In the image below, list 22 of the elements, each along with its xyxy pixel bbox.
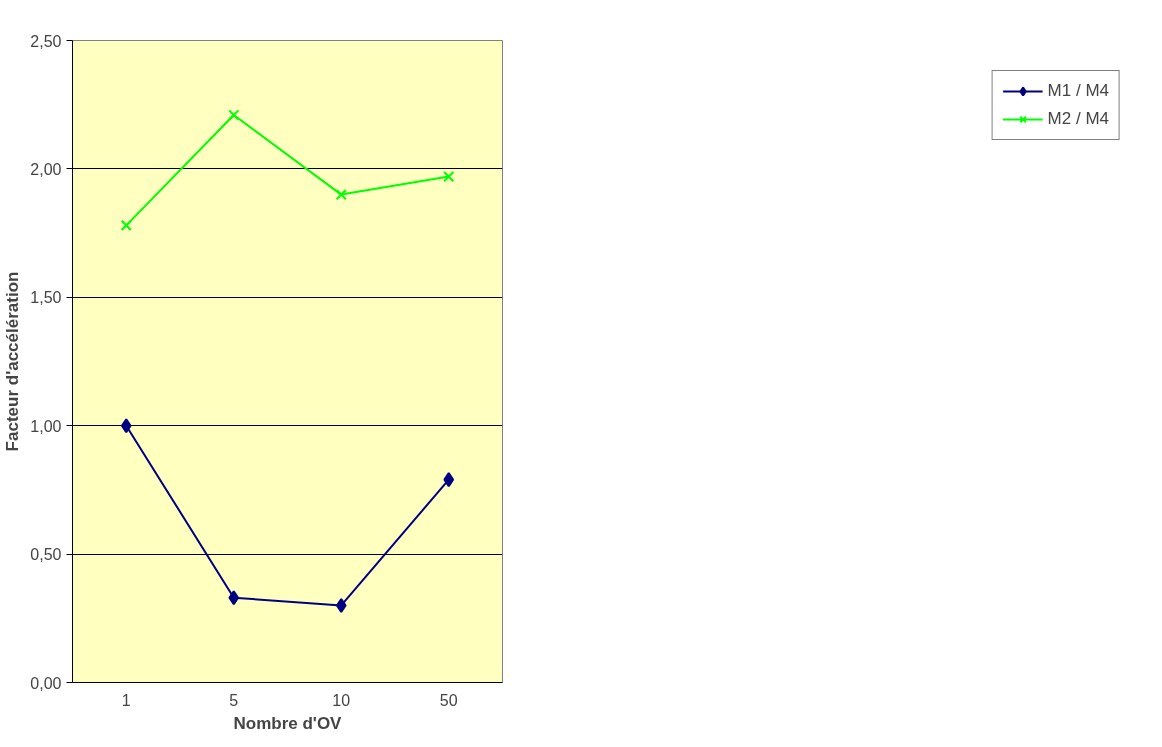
legend-label: M2 / M4 <box>1047 109 1109 129</box>
point <box>120 219 132 231</box>
y-tick-label: 0,50 <box>30 546 62 564</box>
x-axis-title: Nombre d'OV <box>233 713 343 733</box>
y-tick-label: 2,50 <box>30 32 62 50</box>
point <box>443 472 455 488</box>
point <box>443 171 455 183</box>
y-tick-label: 1,50 <box>30 289 62 307</box>
y-tick-label: 0,00 <box>30 674 62 692</box>
x-tick-label: 10 <box>332 691 351 709</box>
legend-label: M1 / M4 <box>1047 81 1109 101</box>
point <box>335 188 347 201</box>
x-tick-label: 50 <box>439 691 458 709</box>
point <box>335 597 347 613</box>
x-tick-label: 1 <box>121 691 131 709</box>
point <box>228 109 240 121</box>
x-tick-label: 5 <box>229 691 239 709</box>
y-axis-title: Facteur d'accélération <box>3 271 23 452</box>
y-tick-label: 1,00 <box>30 417 62 435</box>
point <box>228 590 240 606</box>
point <box>120 418 132 434</box>
y-tick-label: 2,00 <box>30 160 62 178</box>
